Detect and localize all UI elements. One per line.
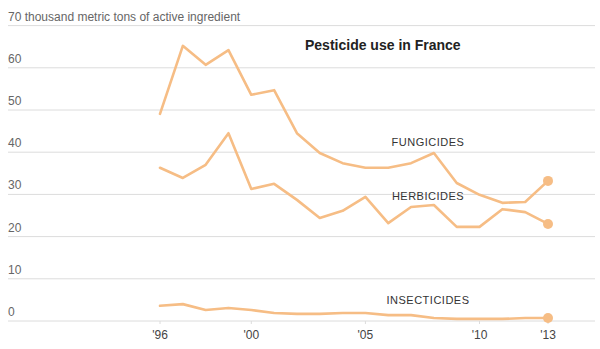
- y-tick-label: 10: [8, 263, 22, 277]
- x-tick: [160, 321, 161, 324]
- grid-line: [8, 321, 595, 322]
- grid-line: [8, 236, 595, 237]
- end-dot: [543, 313, 553, 323]
- series-line: [160, 46, 548, 203]
- x-axis: '96 '00 '05 '10 '13: [152, 321, 556, 342]
- y-tick-label: 50: [8, 94, 22, 108]
- series-label: HERBICIDES: [392, 190, 464, 202]
- y-axis: 0 10 20 30 40 50 60 70 thousand metric tons of …: [8, 10, 595, 321]
- y-tick-label: 60: [8, 52, 22, 66]
- series-line: [160, 304, 548, 319]
- grid-line: [8, 152, 595, 153]
- x-tick-label: '05: [358, 328, 374, 342]
- x-tick: [251, 321, 252, 324]
- x-tick-label: '13: [540, 328, 556, 342]
- y-tick-label: 30: [8, 178, 22, 192]
- grid-line: [8, 67, 595, 68]
- grid-line: [8, 110, 595, 111]
- x-tick-label: '00: [243, 328, 259, 342]
- y-tick-label: 70 thousand metric tons of active ingred…: [8, 10, 241, 24]
- chart: 0 10 20 30 40 50 60 70 thousand metric tons of …: [0, 0, 600, 349]
- x-tick-label: '96: [152, 328, 168, 342]
- x-tick: [479, 321, 480, 324]
- series-line: [160, 133, 548, 227]
- grid-line: [8, 194, 595, 195]
- grid-line: [8, 278, 595, 279]
- x-tick: [365, 321, 366, 324]
- grid-line: [8, 25, 595, 26]
- y-tick-label: 20: [8, 221, 22, 235]
- series-label: INSECTICIDES: [386, 294, 469, 306]
- y-tick-label: 0: [8, 305, 15, 319]
- title: Pesticide use in France: [305, 37, 461, 53]
- end-dot: [543, 176, 553, 186]
- plot-area: [160, 46, 553, 323]
- end-dot: [543, 219, 553, 229]
- y-tick-label: 40: [8, 136, 22, 150]
- x-tick-label: '10: [472, 328, 488, 342]
- series-label: FUNGICIDES: [392, 136, 465, 148]
